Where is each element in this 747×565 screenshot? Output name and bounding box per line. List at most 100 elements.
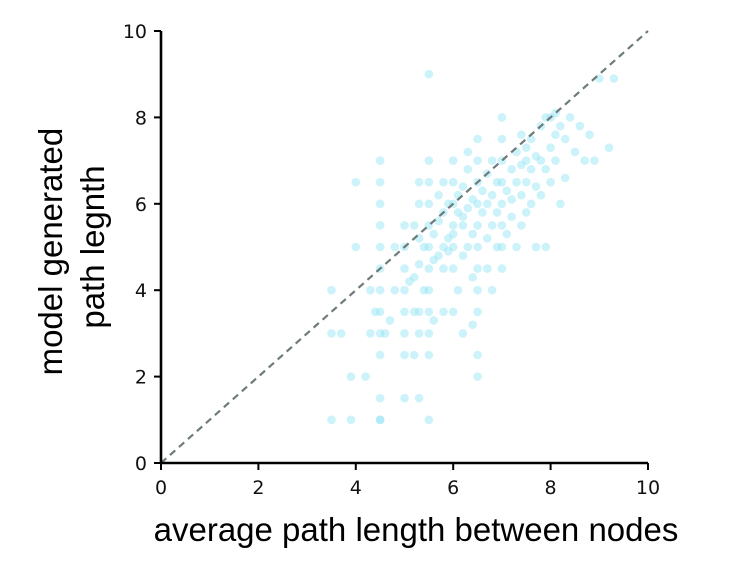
scatter-point: [473, 242, 482, 252]
scatter-point: [409, 307, 419, 317]
scatter-point: [409, 221, 419, 230]
y-tick-label: 0: [135, 453, 147, 475]
scatter-point: [512, 242, 521, 252]
scatter-point: [497, 113, 507, 122]
scatter-point: [517, 190, 526, 200]
scatter-point: [526, 134, 536, 144]
scatter-point: [351, 242, 361, 252]
scatter-point: [531, 242, 541, 252]
x-tick-label: 10: [636, 477, 660, 499]
scatter-point: [409, 350, 419, 360]
scatter-point: [541, 164, 551, 174]
y-axis-title: model generated path legnth: [32, 119, 111, 376]
scatter-point: [458, 221, 468, 230]
y-axis-title-line-1: model generated: [32, 128, 69, 376]
scatter-point: [414, 259, 424, 269]
y-axis-title-line-2: path legnth: [74, 165, 111, 328]
x-ticks: 0 2 4 6 8 10: [155, 463, 660, 499]
scatter-point: [424, 242, 434, 252]
scatter-point: [507, 212, 516, 222]
scatter-point: [551, 130, 560, 139]
scatter-point: [448, 307, 458, 317]
scatter-point: [502, 186, 512, 196]
scatter-point: [414, 393, 424, 403]
scatter-point: [526, 164, 536, 174]
scatter-point: [405, 277, 414, 286]
scatter-point: [580, 156, 589, 165]
scatter-point: [473, 372, 482, 381]
scatter-point: [361, 372, 370, 381]
scatter-point: [473, 285, 482, 295]
scatter-point: [390, 285, 400, 295]
scatter-point: [375, 307, 385, 317]
scatter-point: [531, 151, 541, 161]
x-tick-label: 8: [545, 477, 557, 499]
scatter-point: [458, 212, 468, 222]
scatter-point: [473, 134, 482, 144]
scatter-point: [448, 264, 458, 273]
scatter-point: [375, 156, 385, 165]
scatter-point: [497, 221, 507, 230]
scatter-point: [502, 229, 512, 239]
scatter-point: [400, 307, 409, 317]
scatter-point: [336, 329, 346, 338]
scatter-point: [463, 147, 473, 157]
scatter-point: [468, 272, 477, 282]
scatter-point: [487, 190, 497, 200]
scatter-point: [419, 242, 429, 252]
x-tick-label: 0: [155, 477, 167, 499]
scatter-point: [346, 372, 356, 381]
scatter-point: [424, 415, 434, 425]
scatter-point: [424, 329, 434, 338]
scatter-point: [560, 134, 570, 144]
scatter-point: [429, 255, 439, 265]
scatter-point: [375, 329, 385, 338]
scatter-point: [468, 195, 477, 204]
scatter-point: [375, 221, 385, 230]
scatter-point: [468, 229, 477, 239]
scatter-point: [400, 285, 409, 295]
scatter-point: [590, 156, 599, 165]
scatter-point: [439, 307, 448, 317]
scatter-point: [327, 415, 336, 425]
scatter-point: [585, 130, 594, 139]
scatter-point: [434, 216, 443, 226]
x-tick-label: 4: [350, 477, 362, 499]
scatter-point: [434, 251, 443, 260]
scatter-point: [385, 316, 395, 325]
scatter-point: [414, 199, 424, 209]
scatter-point: [487, 156, 497, 165]
scatter-point: [346, 415, 356, 425]
y-ticks: 0 2 4 6 8 10: [123, 21, 161, 475]
scatter-point: [478, 186, 487, 196]
scatter-point: [453, 208, 463, 217]
scatter-point: [375, 415, 385, 425]
scatter-point: [434, 190, 443, 200]
scatter-point: [521, 143, 531, 152]
scatter-point: [375, 350, 385, 360]
scatter-point: [473, 156, 482, 165]
scatter-point: [575, 121, 585, 131]
scatter-point: [536, 190, 546, 200]
scatter-point: [448, 229, 458, 239]
scatter-point: [375, 199, 385, 209]
scatter-point: [478, 208, 487, 217]
scatter-point: [439, 264, 448, 273]
scatter-point: [448, 177, 458, 187]
scatter-point: [375, 242, 385, 252]
scatter-point: [473, 307, 482, 317]
scatter-point: [380, 329, 390, 338]
scatter-point: [424, 264, 434, 273]
scatter-point: [366, 285, 375, 295]
scatter-point: [429, 316, 439, 325]
scatter-point: [419, 285, 429, 295]
scatter-point: [424, 307, 434, 317]
scatter-point: [409, 272, 419, 282]
scatter-point: [375, 177, 385, 187]
scatter-point: [424, 69, 434, 79]
scatter-point: [531, 182, 541, 191]
scatter-point: [536, 156, 546, 165]
scatter-point: [375, 415, 385, 425]
scatter-point: [414, 307, 424, 317]
scatter-point: [541, 242, 551, 252]
